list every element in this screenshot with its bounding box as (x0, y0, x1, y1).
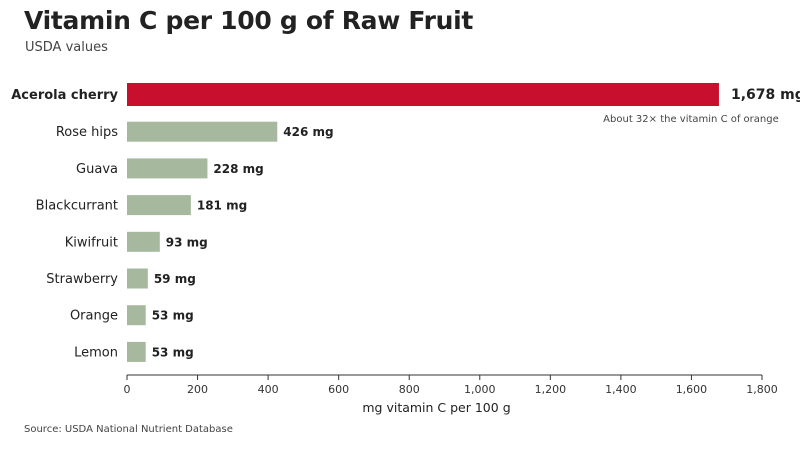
x-tick-label: 400 (258, 383, 279, 396)
category-label: Rose hips (56, 125, 118, 140)
x-tick-label: 1,400 (605, 383, 637, 396)
bar (127, 195, 191, 216)
bar (127, 158, 208, 179)
value-label: 59 mg (154, 272, 196, 286)
value-label: 53 mg (152, 345, 194, 359)
category-label: Guava (76, 162, 118, 177)
annotation: About 32× the vitamin C of orange (603, 114, 779, 125)
x-tick-label: 600 (328, 383, 349, 396)
value-label: 53 mg (152, 309, 194, 323)
x-tick-label: 1,000 (464, 383, 496, 396)
x-tick-label: 1,600 (676, 383, 708, 396)
x-tick-label: 0 (124, 383, 131, 396)
bar (127, 268, 148, 289)
bar (127, 121, 278, 142)
value-label: 1,678 mg (731, 87, 800, 103)
category-label: Strawberry (46, 272, 118, 287)
chart-title: Vitamin C per 100 g of Raw Fruit (24, 6, 474, 35)
x-tick-label: 1,800 (746, 383, 778, 396)
bar (127, 305, 146, 326)
value-label: 93 mg (166, 235, 208, 249)
x-axis-title: mg vitamin C per 100 g (362, 400, 510, 415)
bar (127, 231, 160, 252)
bar (127, 83, 719, 106)
source-note: Source: USDA National Nutrient Database (24, 424, 233, 435)
value-label: 228 mg (213, 162, 263, 176)
x-tick-label: 1,200 (535, 383, 567, 396)
bar (127, 341, 146, 362)
value-label: 181 mg (197, 199, 247, 213)
category-label: Orange (70, 309, 118, 324)
category-label: Blackcurrant (36, 199, 118, 214)
category-label: Acerola cherry (11, 88, 118, 103)
category-label: Kiwifruit (65, 235, 118, 250)
x-tick-label: 200 (187, 383, 208, 396)
category-label: Lemon (74, 345, 118, 360)
x-tick-label: 800 (399, 383, 420, 396)
value-label: 426 mg (283, 125, 333, 139)
chart-subtitle: USDA values (25, 40, 108, 55)
